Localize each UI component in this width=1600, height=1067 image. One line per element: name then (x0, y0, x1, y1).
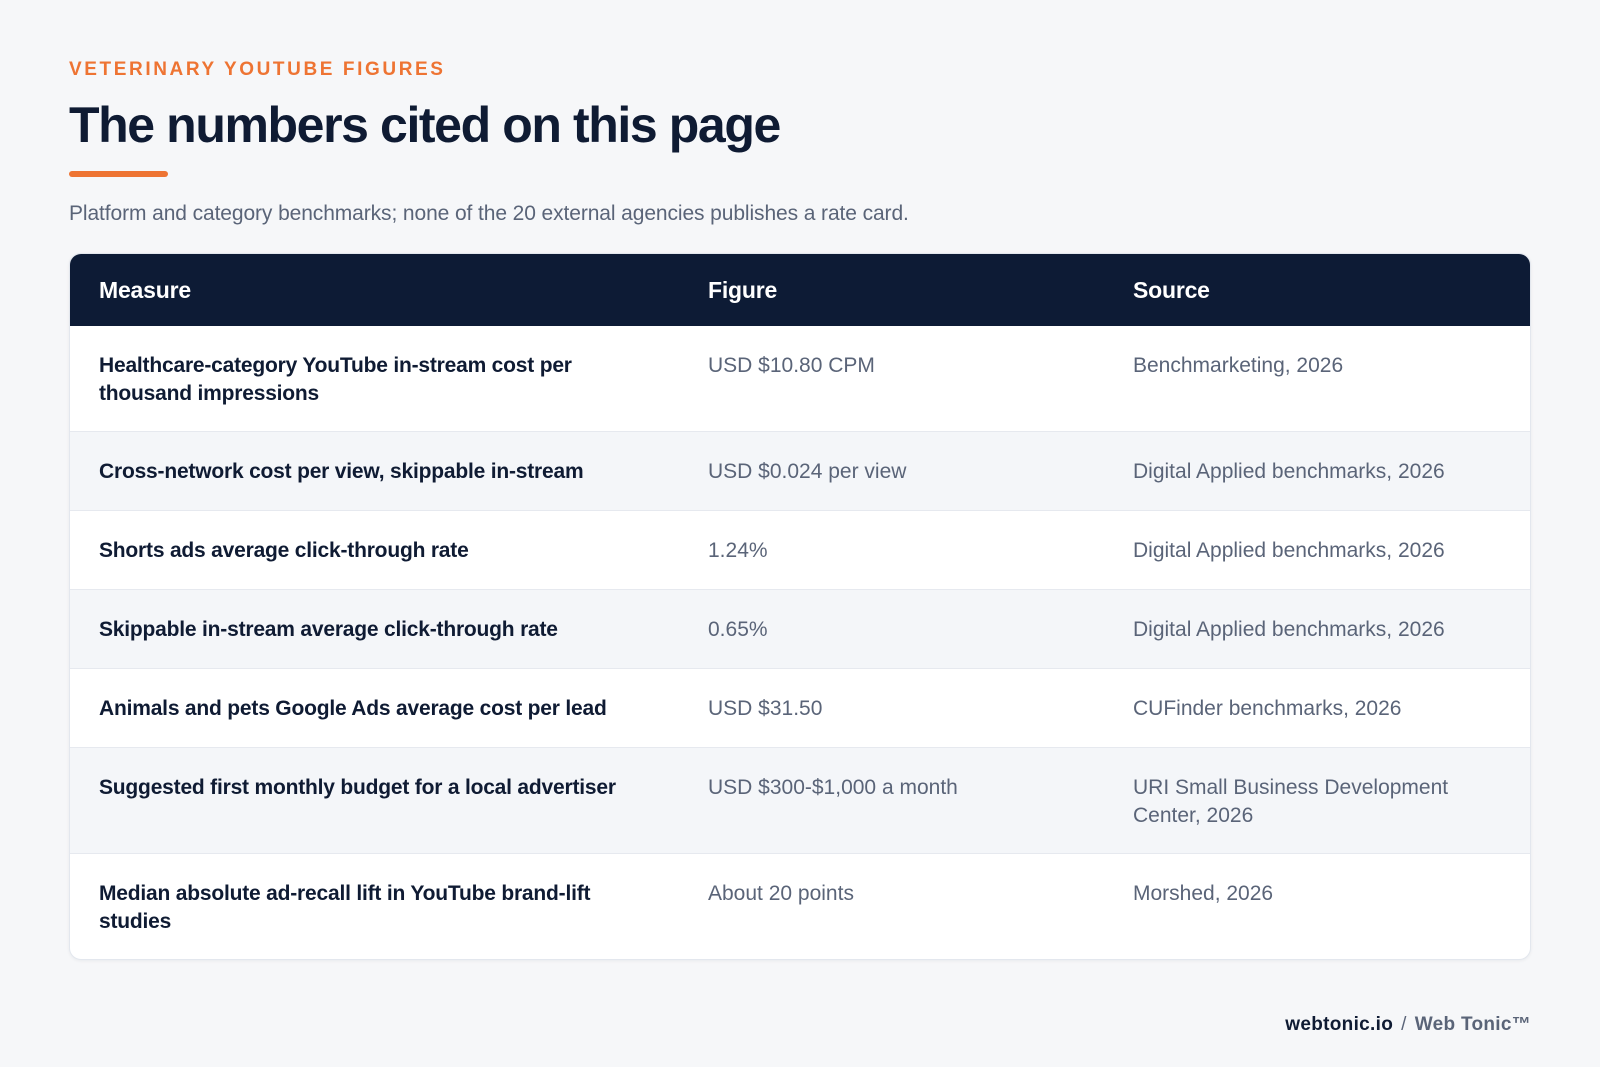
figure-cell: USD $31.50 (708, 697, 823, 720)
footer-credit: webtonic.io / Web Tonic™ (1285, 1013, 1531, 1037)
table-row: Skippable in-stream average click-throug… (70, 589, 1530, 669)
figure-cell: 1.24% (708, 539, 768, 562)
figure-cell: USD $10.80 CPM (708, 354, 875, 377)
footer-domain-link[interactable]: webtonic.io (1285, 1014, 1394, 1035)
title-underline-accent (69, 171, 168, 177)
figure-cell: USD $300-$1,000 a month (708, 776, 958, 799)
measure-cell: Median absolute ad-recall lift in YouTub… (99, 882, 591, 933)
figure-cell: USD $0.024 per view (708, 460, 907, 483)
page-subtitle: Platform and category benchmarks; none o… (69, 202, 909, 225)
figures-table-card: Measure Figure Source Healthcare-categor… (69, 253, 1531, 960)
page-title: The numbers cited on this page (69, 97, 781, 153)
page-content: VETERINARY YOUTUBE FIGURES The numbers c… (69, 58, 1531, 960)
table-row: Cross-network cost per view, skippable i… (70, 431, 1530, 511)
source-cell: URI Small Business Development Center, 2… (1133, 776, 1449, 827)
table-row: Suggested first monthly budget for a loc… (70, 747, 1530, 854)
source-cell: CUFinder benchmarks, 2026 (1133, 697, 1402, 720)
measure-cell: Suggested first monthly budget for a loc… (99, 776, 616, 799)
measure-cell: Healthcare-category YouTube in-stream co… (99, 354, 572, 405)
table-row: Median absolute ad-recall lift in YouTub… (70, 853, 1530, 960)
measure-cell: Cross-network cost per view, skippable i… (99, 460, 584, 483)
source-cell: Morshed, 2026 (1133, 882, 1274, 905)
measure-cell: Shorts ads average click-through rate (99, 539, 469, 562)
measure-cell: Skippable in-stream average click-throug… (99, 618, 558, 641)
column-header-measure: Measure (99, 276, 191, 303)
source-cell: Benchmarketing, 2026 (1133, 354, 1344, 377)
table-row: Shorts ads average click-through rate 1.… (70, 510, 1530, 590)
table-row: Animals and pets Google Ads average cost… (70, 668, 1530, 748)
table-row: Healthcare-category YouTube in-stream co… (70, 326, 1530, 432)
footer-separator: / (1401, 1014, 1407, 1035)
source-cell: Digital Applied benchmarks, 2026 (1133, 539, 1445, 562)
table-header-row: Measure Figure Source (70, 254, 1530, 326)
column-header-source: Source (1133, 276, 1210, 303)
source-cell: Digital Applied benchmarks, 2026 (1133, 618, 1445, 641)
figure-cell: About 20 points (708, 882, 854, 905)
figures-table: Measure Figure Source Healthcare-categor… (70, 254, 1530, 960)
eyebrow-label: VETERINARY YOUTUBE FIGURES (69, 59, 446, 80)
table-header: Measure Figure Source (70, 254, 1530, 326)
source-cell: Digital Applied benchmarks, 2026 (1133, 460, 1445, 483)
footer-brand: Web Tonic™ (1414, 1014, 1531, 1035)
table-body: Healthcare-category YouTube in-stream co… (70, 326, 1530, 960)
measure-cell: Animals and pets Google Ads average cost… (99, 697, 607, 720)
column-header-figure: Figure (708, 276, 778, 303)
figure-cell: 0.65% (708, 618, 768, 641)
